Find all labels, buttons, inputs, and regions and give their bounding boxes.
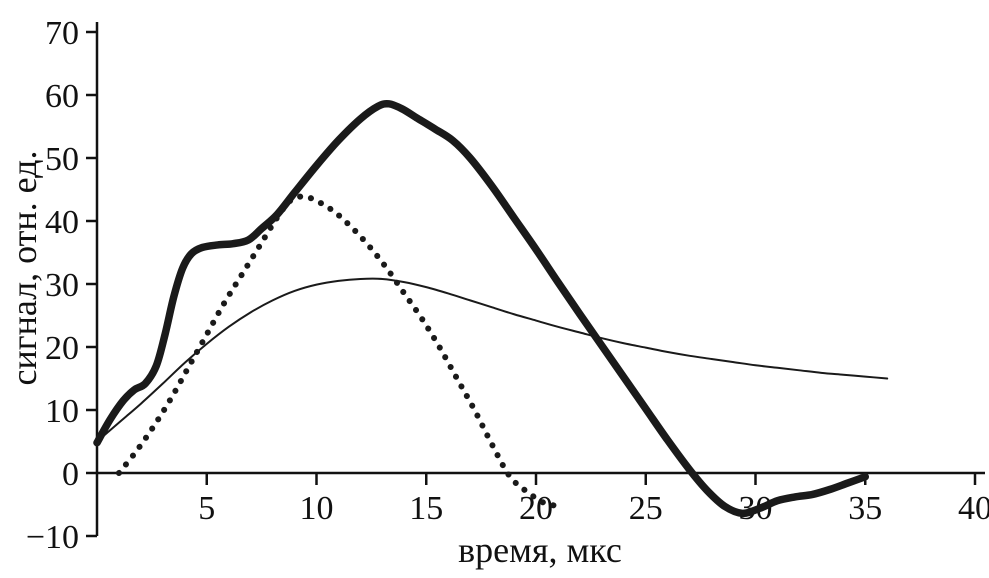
thin-solid-curve [96, 277, 889, 443]
y-tick-label: 70 [45, 15, 79, 52]
y-axis-title: сигнал, отн. ед. [4, 151, 44, 386]
y-tick-label: −10 [26, 519, 79, 556]
y-tick-label: 10 [45, 393, 79, 430]
dotted-curve [115, 193, 561, 509]
y-tick-label: 60 [45, 78, 79, 115]
bold-solid-curve [93, 99, 869, 518]
x-tick-label: 35 [848, 490, 882, 527]
x-axis-title: время, мкс [458, 530, 622, 570]
y-tick-label: 20 [45, 330, 79, 367]
x-tick-label: 5 [198, 490, 215, 527]
y-tick-label: 50 [45, 141, 79, 178]
y-tick-label: 0 [62, 456, 79, 493]
y-tick-label: 30 [45, 267, 79, 304]
x-tick-label: 25 [629, 490, 663, 527]
x-tick-label: 10 [300, 490, 334, 527]
x-tick-label: 15 [409, 490, 443, 527]
x-tick-label: 40 [958, 490, 989, 527]
y-tick-label: 40 [45, 204, 79, 241]
